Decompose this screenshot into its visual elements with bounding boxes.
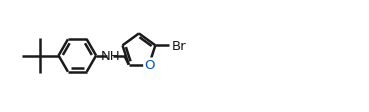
Text: O: O: [144, 59, 154, 71]
Text: Br: Br: [171, 39, 186, 52]
Text: NH: NH: [100, 50, 120, 62]
